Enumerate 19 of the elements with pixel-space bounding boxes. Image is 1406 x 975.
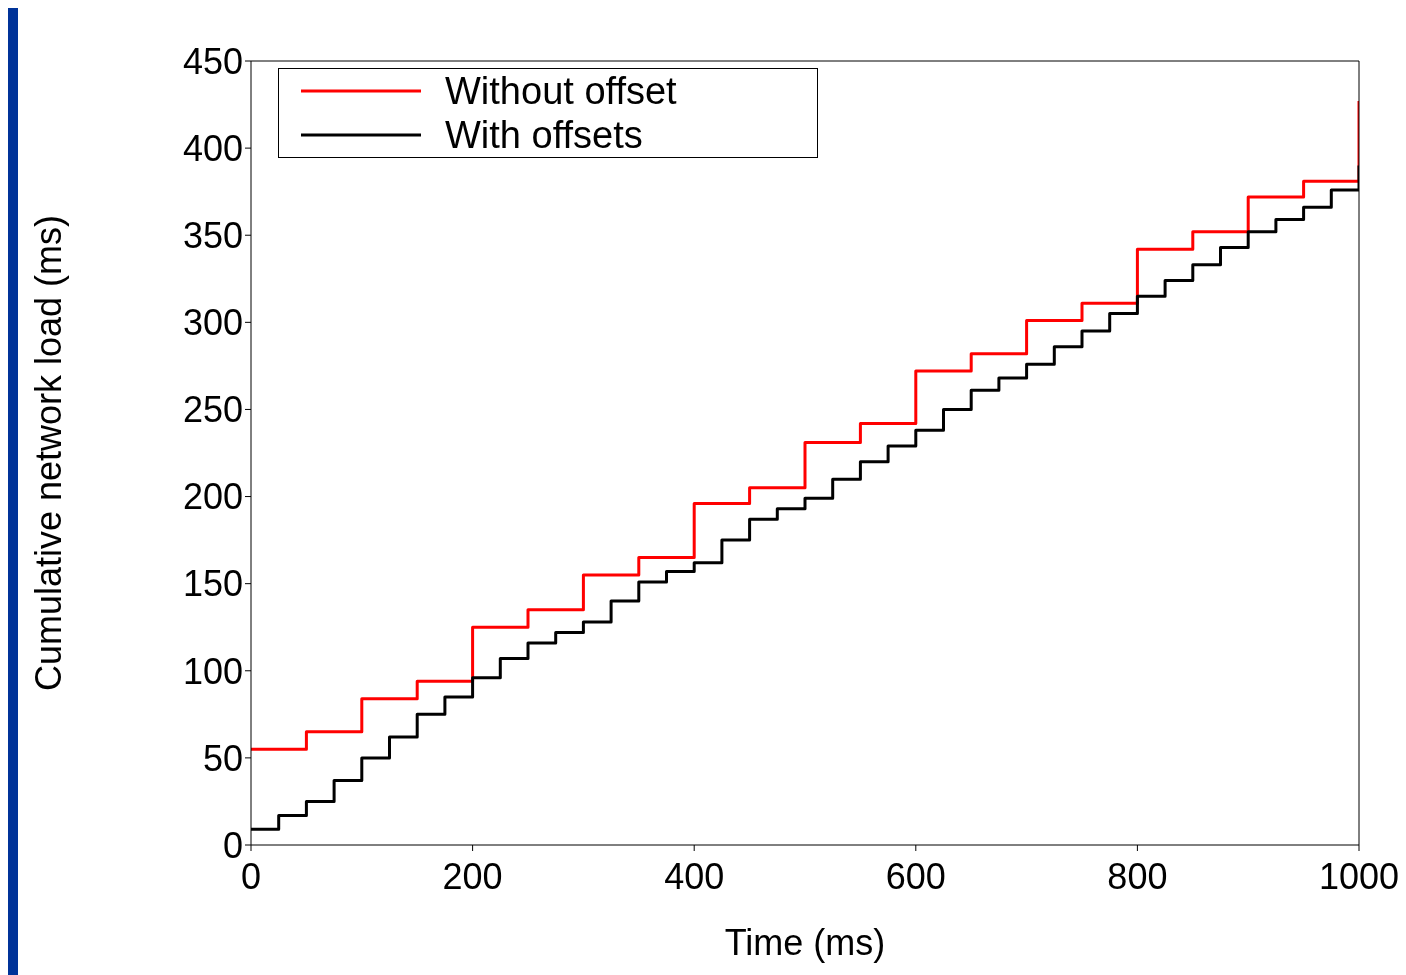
x-tick-label: 800 (1107, 855, 1168, 897)
y-tick-label: 100 (182, 650, 243, 692)
y-tick-label: 400 (182, 127, 243, 169)
y-tick-label: 0 (222, 824, 243, 866)
y-tick-label: 300 (182, 302, 243, 344)
legend-label: Without offset (445, 69, 677, 113)
x-axis-title: Time (ms) (724, 922, 886, 963)
x-tick-label: 600 (885, 855, 946, 897)
y-tick-label: 200 (182, 476, 243, 518)
y-tick-label: 150 (182, 563, 243, 605)
x-tick-label: 400 (664, 855, 725, 897)
y-tick-label: 350 (182, 215, 243, 256)
y-tick-label: 250 (182, 389, 243, 431)
y-tick-label: 450 (182, 40, 243, 82)
legend-label: With offsets (445, 113, 643, 157)
x-tick-label: 1000 (1318, 855, 1400, 897)
y-axis-title: Cumulative network load (ms) (27, 214, 69, 692)
y-tick-label: 50 (202, 737, 243, 779)
x-tick-label: 200 (442, 855, 503, 897)
